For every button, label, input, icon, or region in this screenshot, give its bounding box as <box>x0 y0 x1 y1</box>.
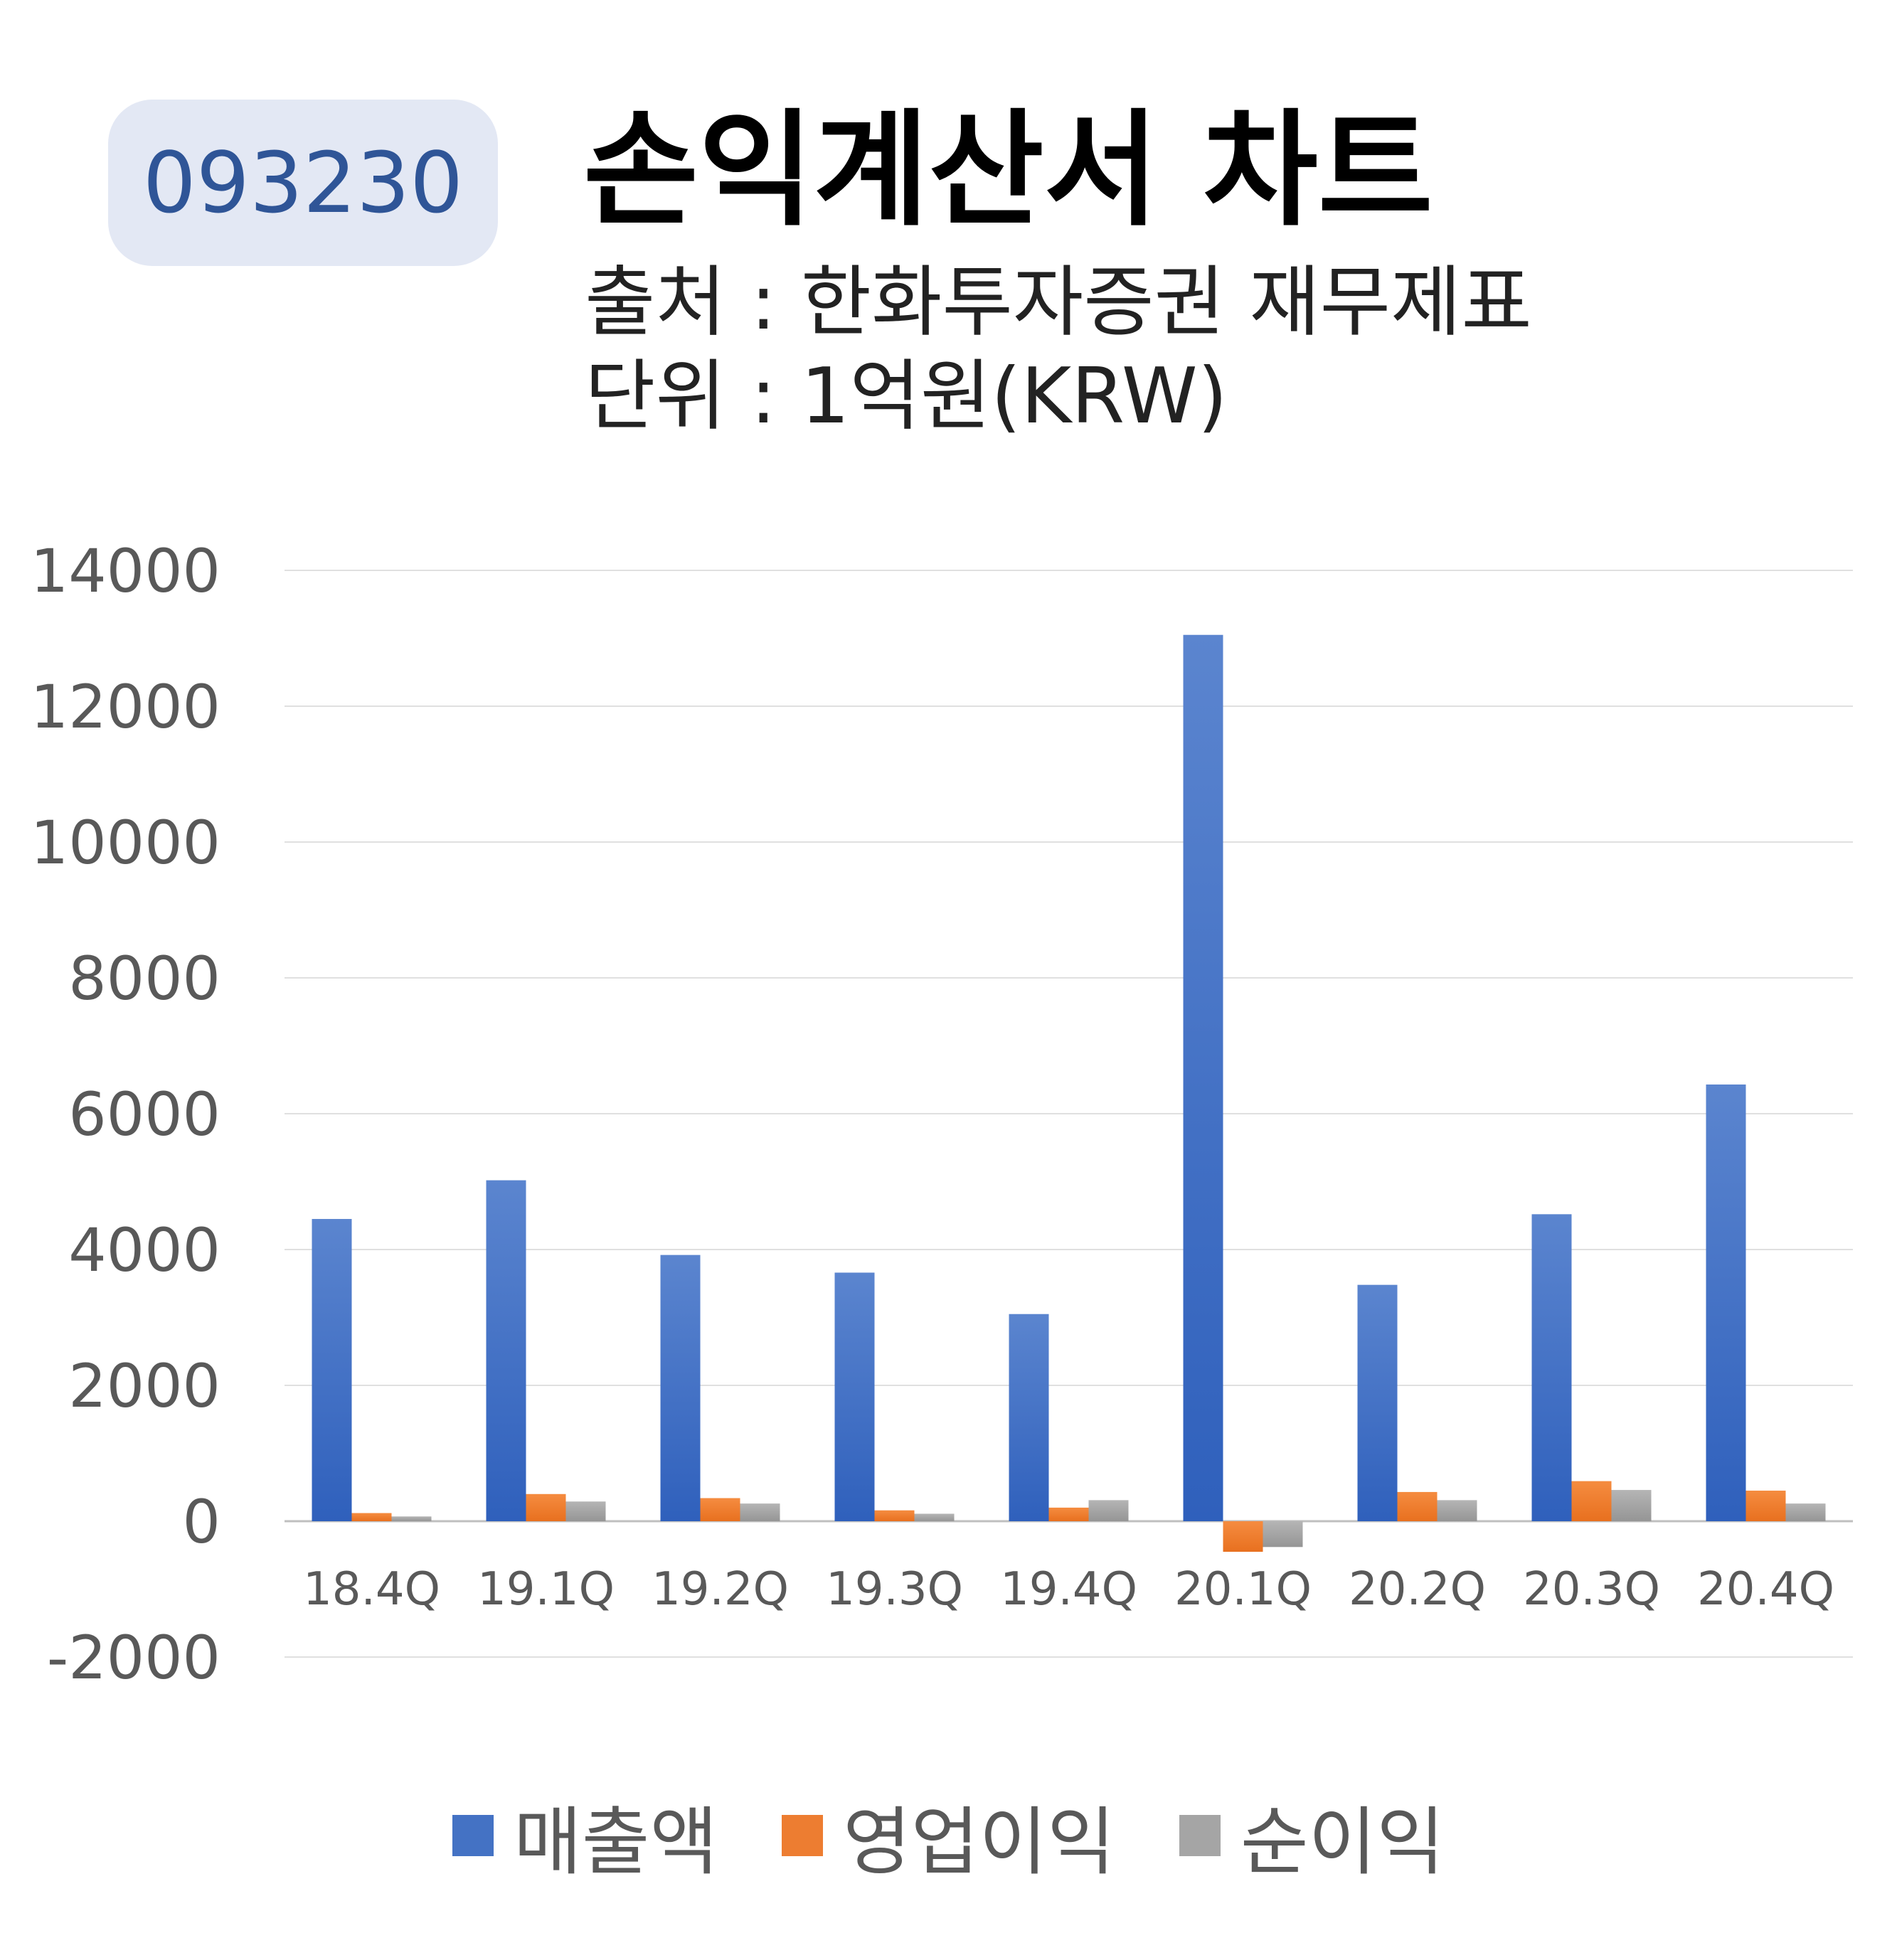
x-axis-ticks: 18.4Q 19.1Q 19.2Q 19.3Q 19.4Q 20.1Q 20.2Q 20.3Q… <box>303 1563 1834 1616</box>
legend-swatch <box>782 1814 824 1856</box>
bars <box>312 634 1826 1552</box>
y-tick-label: 2000 <box>68 1351 220 1421</box>
x-tick-label: 19.2Q <box>652 1563 789 1616</box>
legend-item-operating-profit: 영업이익 <box>782 1781 1115 1889</box>
bar-revenue-19.4Q <box>1009 1314 1049 1521</box>
bar-revenue-19.3Q <box>834 1272 875 1521</box>
bar-operating-profit-18.4Q <box>351 1513 392 1521</box>
x-tick-label: 20.4Q <box>1697 1563 1834 1616</box>
bar-operating-profit-19.1Q <box>526 1493 566 1521</box>
bar-net-profit-19.3Q <box>914 1513 955 1521</box>
bar-net-profit-20.2Q <box>1437 1500 1477 1521</box>
bar-operating-profit-20.4Q <box>1745 1491 1786 1521</box>
bar-operating-profit-20.3Q <box>1571 1481 1612 1521</box>
y-tick-label: 4000 <box>68 1215 220 1285</box>
x-tick-label: 19.3Q <box>826 1563 963 1616</box>
y-tick-label: 10000 <box>31 808 220 878</box>
bar-operating-profit-20.2Q <box>1397 1491 1438 1521</box>
gridlines <box>285 570 1853 1658</box>
bar-operating-profit-19.3Q <box>874 1510 915 1521</box>
y-tick-label: 0 <box>183 1487 220 1557</box>
bar-net-profit-20.4Q <box>1785 1503 1826 1521</box>
y-tick-label: 6000 <box>68 1080 220 1149</box>
legend-item-revenue: 매출액 <box>452 1781 718 1889</box>
bar-net-profit-18.4Q <box>391 1516 432 1521</box>
legend-item-net-profit: 순이익 <box>1179 1781 1445 1889</box>
x-tick-label: 18.4Q <box>303 1563 440 1616</box>
x-tick-label: 20.2Q <box>1349 1563 1486 1616</box>
bar-operating-profit-19.2Q <box>700 1498 740 1521</box>
legend-swatch <box>452 1814 494 1856</box>
y-tick-label: 8000 <box>68 944 220 1013</box>
bar-operating-profit-20.1Q <box>1223 1521 1263 1552</box>
y-tick-label: 12000 <box>31 672 220 742</box>
bar-net-profit-20.3Q <box>1611 1490 1652 1521</box>
bar-net-profit-19.4Q <box>1088 1500 1129 1521</box>
unit-label: 단위 : 1억원(KRW) <box>585 352 1228 441</box>
y-axis-ticks: 14000 12000 10000 8000 6000 4000 2000 0 -2000 <box>31 536 220 1693</box>
legend-label: 영업이익 <box>843 1799 1115 1885</box>
bar-revenue-20.1Q <box>1183 634 1223 1521</box>
stock-code: 093230 <box>142 134 464 232</box>
legend: 매출액 영업이익 순이익 <box>0 1781 1897 1889</box>
chart-title: 손익계산서 차트 <box>583 97 1433 243</box>
bar-revenue-20.2Q <box>1357 1284 1398 1521</box>
stock-code-badge: 093230 <box>108 100 498 266</box>
legend-label: 순이익 <box>1240 1799 1445 1885</box>
bar-net-profit-19.2Q <box>740 1503 780 1521</box>
y-tick-label: -2000 <box>47 1623 220 1693</box>
x-tick-label: 19.1Q <box>477 1563 615 1616</box>
bar-net-profit-20.1Q <box>1263 1521 1303 1548</box>
source-label: 출처 : 한화투자증권 재무제표 <box>585 258 1532 347</box>
bar-revenue-18.4Q <box>312 1219 352 1521</box>
bar-revenue-20.4Q <box>1706 1084 1746 1521</box>
legend-label: 매출액 <box>514 1799 718 1885</box>
x-tick-label: 20.3Q <box>1523 1563 1660 1616</box>
bar-operating-profit-19.4Q <box>1048 1507 1089 1521</box>
y-tick-label: 14000 <box>31 536 220 606</box>
bar-revenue-20.3Q <box>1531 1214 1572 1521</box>
income-statement-chart: 14000 12000 10000 8000 6000 4000 2000 0 -2000 18… <box>31 536 1853 1693</box>
x-tick-label: 20.1Q <box>1174 1563 1312 1616</box>
bar-revenue-19.1Q <box>486 1180 526 1521</box>
bar-net-profit-19.1Q <box>565 1501 606 1521</box>
legend-swatch <box>1179 1814 1221 1856</box>
x-tick-label: 19.4Q <box>1000 1563 1137 1616</box>
bar-revenue-19.2Q <box>660 1255 701 1521</box>
